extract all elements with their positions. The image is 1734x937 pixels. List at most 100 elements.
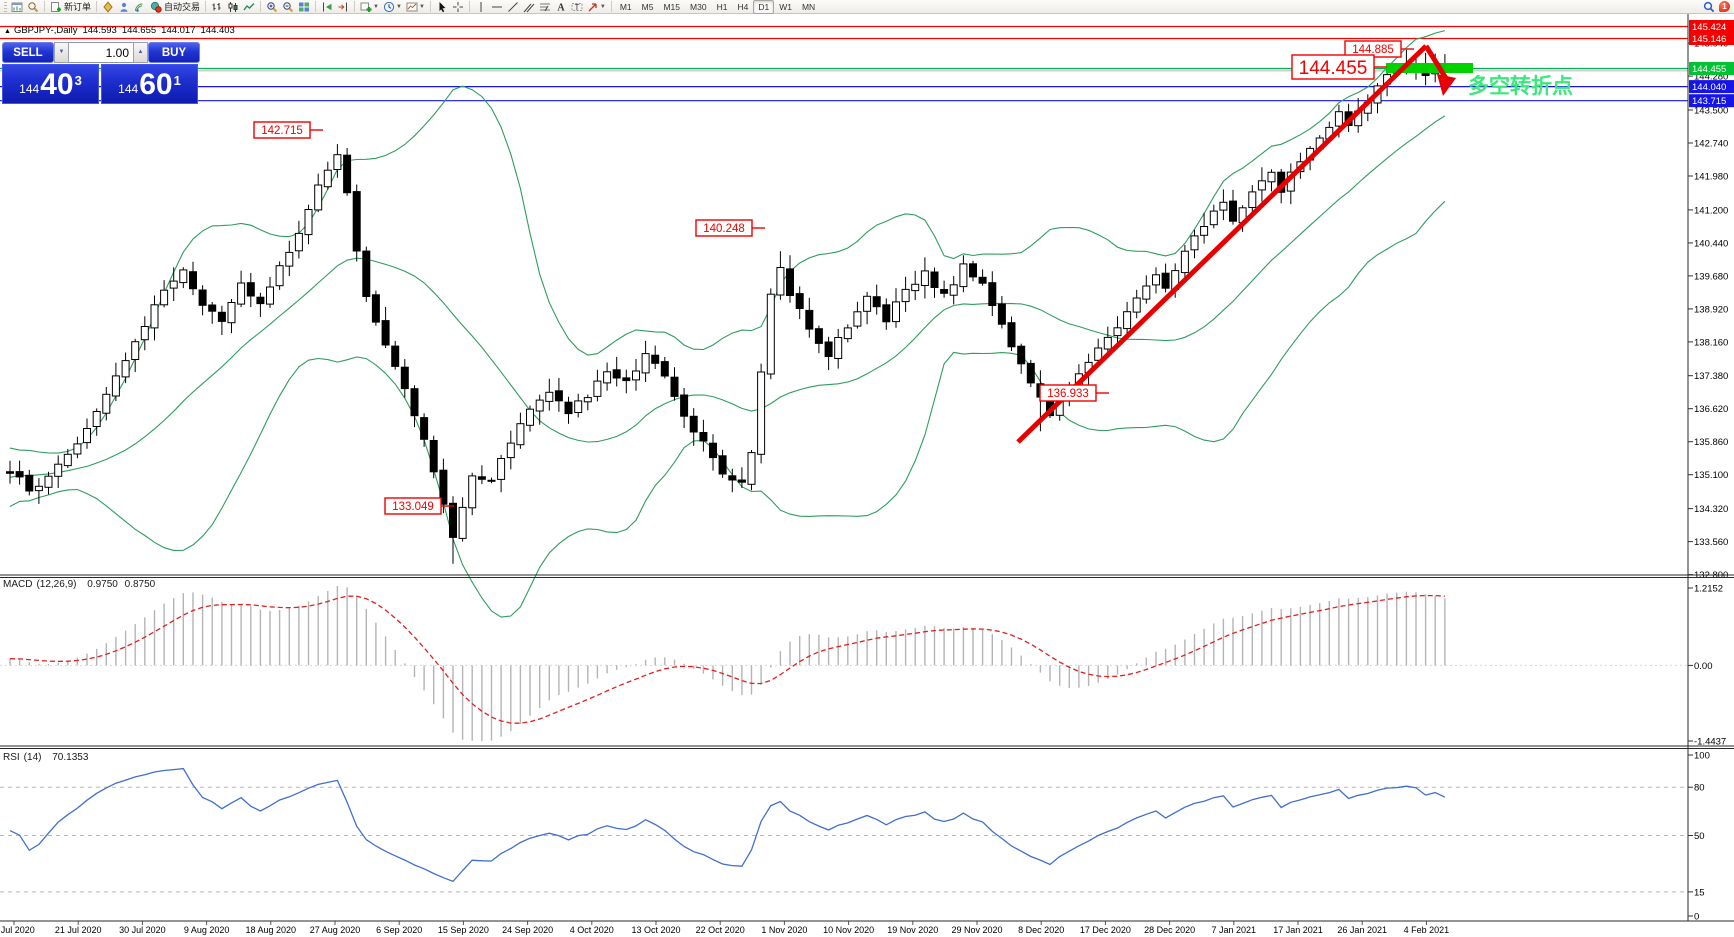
- swing-label: 133.049: [384, 497, 454, 515]
- bar-chart-button[interactable]: [209, 1, 225, 13]
- volume-decrease-button[interactable]: ▼: [54, 42, 69, 63]
- period-button[interactable]: ▼: [381, 1, 404, 13]
- toolbar-separator: [96, 1, 98, 12]
- svg-text:7 Jan 2021: 7 Jan 2021: [1212, 925, 1257, 935]
- search-button[interactable]: [1701, 1, 1717, 13]
- svg-text:19 Nov 2020: 19 Nov 2020: [887, 925, 938, 935]
- chevron-down-icon[interactable]: ▼: [373, 3, 379, 10]
- swing-labels[interactable]: 142.715 140.248 136.933 133.049 144.885 144.4…: [253, 40, 1414, 515]
- horizontal-line-button[interactable]: [489, 1, 505, 13]
- fibonacci-button[interactable]: [537, 1, 553, 13]
- svg-text:133.049: 133.049: [392, 501, 434, 513]
- svg-text:22 Oct 2020: 22 Oct 2020: [696, 925, 745, 935]
- swing-label: 142.715: [253, 121, 323, 139]
- chevron-down-icon[interactable]: ▼: [418, 3, 425, 10]
- history-button[interactable]: [100, 0, 116, 13]
- timeframe-M1-button[interactable]: M1: [619, 1, 632, 12]
- trend-line[interactable]: [1016, 44, 1428, 444]
- new-order-button[interactable]: 新订单: [48, 1, 93, 13]
- autotrading-button[interactable]: 自动交易: [148, 1, 202, 13]
- note-text[interactable]: 多空转折点: [1468, 74, 1573, 98]
- svg-text:135.860: 135.860: [1694, 437, 1728, 448]
- timeframe-W1-button[interactable]: W1: [779, 1, 792, 12]
- zoom-out-button[interactable]: [280, 1, 296, 13]
- cursor-button[interactable]: [434, 1, 450, 13]
- bar-chart-icon: [212, 2, 221, 10]
- svg-text:17 Jan 2021: 17 Jan 2021: [1273, 925, 1323, 935]
- svg-text:21 Jul 2020: 21 Jul 2020: [55, 925, 102, 935]
- volume-input[interactable]: [69, 42, 133, 63]
- new-order-icon: [51, 1, 61, 12]
- svg-text:139.680: 139.680: [1694, 271, 1728, 282]
- timeframe-H4-button[interactable]: H4: [737, 1, 749, 12]
- support-zone-highlight[interactable]: [1386, 63, 1473, 73]
- publish-button[interactable]: [116, 1, 132, 13]
- buy-button[interactable]: BUY: [148, 42, 200, 63]
- line-chart-button[interactable]: [241, 1, 257, 13]
- text-icon: A: [557, 2, 565, 13]
- add-indicator-button[interactable]: ▼: [358, 1, 381, 13]
- auto-scroll-button[interactable]: [319, 1, 335, 13]
- text-label-button[interactable]: T: [569, 1, 585, 13]
- buy-price-button[interactable]: 144 60 1: [101, 64, 198, 104]
- price-axis[interactable]: 145.040144.280143.500142.740141.980141.2…: [1688, 20, 1734, 581]
- text-button[interactable]: A: [553, 1, 569, 13]
- macd-signal-line[interactable]: [9, 594, 1445, 724]
- new-chart-button[interactable]: [9, 1, 25, 13]
- channel-button[interactable]: [521, 1, 537, 13]
- toolbar: 新订单 自动交易 ▼ ▼ ▼ A T ▼ M1 M5 M15 M30 H1 H4 D1 W1 MN 1: [0, 0, 1734, 14]
- arrows-button[interactable]: ▼: [585, 1, 608, 13]
- timeframe-M30-button[interactable]: M30: [690, 1, 707, 12]
- svg-text:144.280: 144.280: [1694, 72, 1728, 83]
- volume-increase-button[interactable]: ▲: [133, 42, 148, 63]
- search-icon: [1703, 1, 1715, 12]
- chevron-down-icon[interactable]: ▼: [599, 3, 606, 10]
- signal-button[interactable]: [132, 1, 148, 13]
- timeframe-M15-button[interactable]: M15: [663, 1, 681, 12]
- timeframe-M5-button[interactable]: M5: [641, 1, 654, 12]
- sell-button[interactable]: SELL: [2, 42, 54, 63]
- swing-label: 136.933: [1039, 384, 1109, 402]
- template-button[interactable]: ▼: [404, 1, 427, 13]
- chart-shift-button[interactable]: [335, 1, 351, 13]
- bollinger-bands[interactable]: [9, 30, 1446, 618]
- market-watch-icon: [28, 1, 39, 12]
- candlestick-chart-button[interactable]: [225, 1, 241, 13]
- rsi-line[interactable]: [9, 767, 1446, 883]
- svg-text:137.380: 137.380: [1694, 371, 1728, 382]
- svg-text:28 Dec 2020: 28 Dec 2020: [1144, 925, 1195, 935]
- ohlc-close: 144.403: [200, 25, 235, 36]
- template-icon: [406, 2, 418, 11]
- sell-price-button[interactable]: 144 40 3: [2, 64, 99, 104]
- zoom-in-button[interactable]: [264, 1, 280, 13]
- collapse-marker-icon[interactable]: ▲: [4, 28, 11, 35]
- macd-histogram[interactable]: [9, 586, 1446, 741]
- vertical-line-button[interactable]: [473, 1, 489, 13]
- crosshair-button[interactable]: [450, 1, 466, 13]
- trendline-button[interactable]: [505, 1, 521, 13]
- candlestick-layer[interactable]: [6, 49, 1449, 564]
- tile-windows-button[interactable]: [296, 1, 312, 13]
- zoom-in-icon: [267, 1, 278, 12]
- chevron-down-icon[interactable]: ▼: [395, 3, 402, 10]
- market-watch-button[interactable]: [25, 1, 41, 13]
- date-axis[interactable]: 2 Jul 2020 21 Jul 2020 30 Jul 2020 9 Aug 20…: [0, 921, 1449, 935]
- swing-label: 144.455: [1291, 54, 1387, 80]
- cursor-icon: [439, 1, 446, 12]
- toolbar-grip: [4, 1, 7, 12]
- symbol-name: GBPJPY-,Daily: [13, 25, 78, 36]
- chart-shift-icon: [338, 2, 348, 11]
- channel-icon: [523, 3, 535, 12]
- auto-scroll-icon: [323, 2, 332, 11]
- timeframe-H1-button[interactable]: H1: [716, 1, 728, 12]
- svg-text:140.440: 140.440: [1694, 238, 1728, 249]
- reversal-line[interactable]: [1423, 44, 1450, 82]
- svg-text:18 Aug 2020: 18 Aug 2020: [246, 925, 297, 935]
- notification-button[interactable]: 1: [1717, 1, 1732, 13]
- notification-badge: 1: [1719, 1, 1730, 12]
- timeframe-MN-button[interactable]: MN: [801, 1, 816, 12]
- rsi-axis: 100 80 50 15 0: [1688, 751, 1710, 923]
- svg-text:141.980: 141.980: [1694, 172, 1728, 183]
- timeframe-D1-button[interactable]: D1: [753, 0, 775, 14]
